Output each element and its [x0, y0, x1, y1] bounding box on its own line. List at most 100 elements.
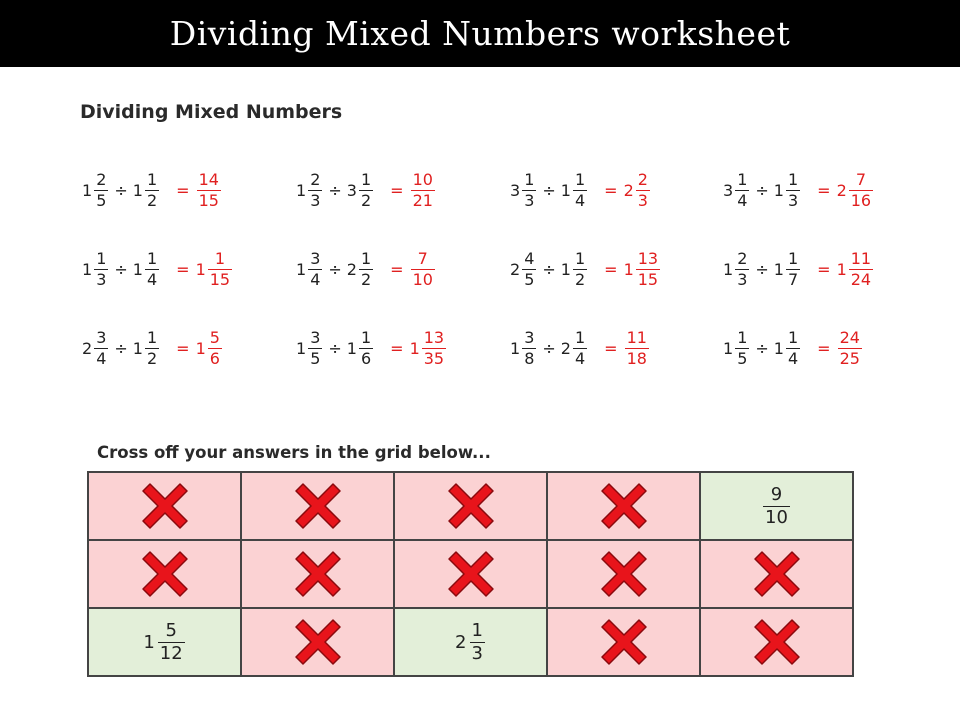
divisor-denominator: 6 — [358, 347, 374, 368]
answer-fraction: 13 35 — [421, 329, 447, 367]
divisor-denominator: 3 — [785, 189, 801, 210]
divisor-whole: 2 — [560, 338, 571, 358]
dividend-numerator: 2 — [737, 248, 748, 268]
equals-sign: = — [817, 180, 831, 200]
dividend-whole: 3 — [723, 180, 734, 200]
divisor-numerator: 1 — [146, 248, 158, 268]
answer-fraction: 13 15 — [635, 248, 661, 288]
answer-numerator: 11 — [850, 248, 872, 268]
dividend-denominator: 5 — [94, 189, 109, 210]
answer: = 14 15 — [176, 171, 222, 210]
dividend-denominator: 5 — [522, 268, 537, 289]
answer-numerator: 2 — [637, 169, 648, 189]
divisor-numerator: 1 — [146, 169, 158, 189]
dividend-whole: 3 — [510, 180, 521, 200]
problem-expression: 3 1 4 ÷ 1 1 3 — [723, 169, 801, 210]
grid-cell — [395, 473, 548, 541]
equals-sign: = — [604, 338, 618, 358]
problem-expression: 1 3 8 ÷ 2 1 4 — [510, 327, 588, 368]
section-heading: Dividing Mixed Numbers — [80, 101, 343, 123]
cross-icon — [600, 483, 647, 529]
divisor-whole: 1 — [346, 338, 357, 358]
problem-expression: 1 2 3 ÷ 3 1 2 — [296, 171, 374, 210]
answer-whole: 2 — [836, 180, 847, 200]
divisor-numerator: 1 — [787, 169, 799, 189]
dividend-numerator: 1 — [524, 169, 535, 189]
dividend-whole: 1 — [82, 259, 93, 279]
answer: = 2 7 16 — [817, 171, 874, 209]
dividend-denominator: 4 — [735, 189, 750, 210]
grid-cell — [548, 609, 701, 677]
problem-item: 1 3 5 ÷ 1 1 6 = 1 13 35 — [296, 316, 447, 380]
dividend-numerator: 2 — [96, 169, 107, 189]
page-title: Dividing Mixed Numbers worksheet — [0, 0, 960, 67]
problem-expression: 1 2 5 ÷ 1 1 2 — [82, 169, 160, 210]
divisor-whole: 1 — [560, 180, 571, 200]
grid-cell — [242, 541, 395, 609]
divide-sign: ÷ — [755, 259, 769, 279]
divisor-denominator: 4 — [144, 268, 160, 289]
answer: = 1 13 15 — [604, 248, 661, 288]
grid-cell: 9 10 — [701, 473, 854, 541]
divisor-numerator: 1 — [574, 327, 586, 347]
answer-whole: 1 — [836, 259, 847, 279]
equals-sign: = — [817, 259, 831, 279]
grid-value-denominator: 10 — [763, 505, 790, 528]
divisor-whole: 1 — [773, 180, 784, 200]
divisor-numerator: 1 — [574, 248, 586, 268]
divisor-denominator: 2 — [144, 347, 160, 368]
dividend-denominator: 4 — [94, 347, 109, 368]
divide-sign: ÷ — [755, 180, 769, 200]
grid-value-whole: 2 — [455, 631, 467, 653]
divisor-whole: 1 — [132, 259, 143, 279]
divisor-denominator: 4 — [572, 189, 588, 210]
equals-sign: = — [176, 180, 190, 200]
grid-cell — [242, 609, 395, 677]
problem-item: 1 2 3 ÷ 3 1 2 = 10 21 — [296, 158, 436, 222]
answer-denominator: 15 — [196, 189, 221, 210]
divisor-numerator: 1 — [360, 327, 372, 347]
divisor-denominator: 4 — [572, 347, 588, 368]
divisor-denominator: 2 — [358, 189, 374, 210]
divide-sign: ÷ — [755, 338, 769, 358]
problem-expression: 2 3 4 ÷ 1 1 2 — [82, 329, 160, 368]
answer-whole: 2 — [623, 180, 634, 200]
answer-fraction: 11 24 — [848, 248, 874, 288]
divisor-whole: 1 — [560, 259, 571, 279]
divisor-numerator: 1 — [787, 327, 799, 347]
problem-expression: 1 1 5 ÷ 1 1 4 — [723, 327, 801, 367]
answer-numerator: 13 — [637, 248, 659, 268]
answer-fraction: 1 15 — [207, 250, 233, 288]
divide-sign: ÷ — [542, 338, 556, 358]
equals-sign: = — [390, 259, 404, 279]
grid-value-fraction: 9 10 — [763, 483, 790, 528]
grid-cell — [548, 473, 701, 541]
grid-cell — [242, 473, 395, 541]
problem-expression: 1 2 3 ÷ 1 1 7 — [723, 248, 801, 288]
cross-icon — [447, 551, 494, 597]
divide-sign: ÷ — [114, 180, 128, 200]
grid-value-numerator: 9 — [770, 483, 783, 505]
dividend-denominator: 4 — [308, 268, 323, 289]
divisor-numerator: 1 — [787, 248, 799, 268]
cross-icon — [753, 551, 800, 597]
dividend-whole: 1 — [510, 338, 521, 358]
cross-icon — [294, 619, 341, 665]
dividend-denominator: 3 — [522, 189, 537, 210]
cross-icon — [141, 483, 188, 529]
dividend-numerator: 1 — [737, 169, 748, 189]
answer-fraction: 7 10 — [410, 250, 435, 288]
answer-whole: 1 — [195, 259, 206, 279]
dividend-whole: 1 — [82, 180, 93, 200]
